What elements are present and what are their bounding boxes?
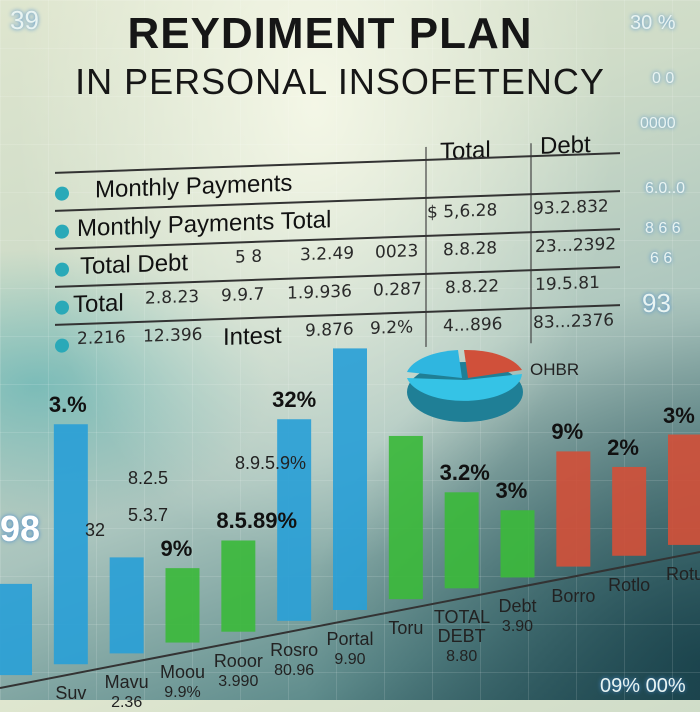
data-label: 9% bbox=[551, 419, 584, 445]
pie-chart bbox=[407, 349, 523, 422]
category-group: Suv bbox=[44, 684, 98, 703]
side-col-4: 8 6 6 bbox=[645, 220, 681, 237]
category-group: Rosro 80.96 bbox=[267, 639, 321, 680]
title-line2: IN PERSONAL INSOFETENCY bbox=[75, 61, 605, 102]
sub-label: 3.90 bbox=[501, 618, 534, 636]
bar-1 bbox=[53, 424, 88, 665]
bar-10 bbox=[556, 451, 591, 567]
annotation: 5.3.7 bbox=[128, 505, 169, 525]
bar-4 bbox=[221, 540, 256, 632]
pie-label: OHBR bbox=[530, 360, 580, 379]
annotation: 32 bbox=[85, 520, 106, 540]
side-col-1: 0 0 bbox=[652, 70, 675, 87]
category-label: TOTAL DEBT bbox=[433, 607, 491, 647]
category-group: Borro bbox=[546, 585, 600, 606]
side-col-3: 6.0..0 bbox=[645, 180, 686, 197]
category-label: Rooor bbox=[213, 650, 263, 671]
category-group: Toru bbox=[379, 619, 433, 638]
data-label: 2% bbox=[607, 434, 639, 460]
side-number-right: 93 bbox=[642, 288, 671, 318]
data-label: 32% bbox=[272, 387, 317, 413]
title-line1: REYDIMENT PLAN bbox=[127, 9, 533, 58]
category-group: Mavu 2.36 bbox=[100, 673, 154, 712]
side-col-2: 0000 bbox=[640, 115, 676, 132]
sub-label: 9.90 bbox=[334, 651, 366, 668]
bar-9 bbox=[500, 510, 535, 578]
bar-0 bbox=[0, 583, 32, 676]
pie-slice bbox=[464, 349, 522, 378]
category-group: Debt 3.90 bbox=[491, 597, 545, 636]
side-number-top-left: 39 bbox=[10, 5, 39, 35]
category-label: Debt bbox=[498, 596, 537, 617]
x-axis bbox=[0, 551, 700, 689]
bar-5 bbox=[277, 419, 312, 621]
annotation: 8.2.5 bbox=[128, 468, 169, 488]
category-label: Rotu bbox=[665, 563, 700, 584]
pie-slice bbox=[407, 374, 522, 401]
category-label: Rotlo bbox=[608, 574, 651, 595]
bar-6 bbox=[333, 348, 367, 610]
category-label: Moou bbox=[159, 661, 206, 682]
side-col-5: 6 6 bbox=[650, 250, 673, 267]
data-label: 3% bbox=[663, 402, 695, 428]
category-label: Rosro bbox=[270, 639, 319, 660]
category-group: Rotu bbox=[658, 563, 700, 584]
category-label: Portal bbox=[326, 629, 374, 649]
bar-11 bbox=[612, 466, 647, 556]
sub-label: 3.990 bbox=[218, 672, 259, 690]
side-number-bottom-right: 09% 00% bbox=[600, 675, 686, 697]
data-label: 3.% bbox=[48, 392, 87, 418]
category-label: Toru bbox=[388, 618, 424, 639]
sub-label: 8.80 bbox=[446, 648, 478, 666]
bar-8 bbox=[444, 492, 479, 589]
bar-2 bbox=[109, 557, 144, 654]
data-label: 3% bbox=[495, 478, 528, 504]
bar-7 bbox=[388, 435, 423, 600]
data-label: 8.5.89% bbox=[216, 508, 298, 534]
sub-label: 2.36 bbox=[111, 694, 143, 712]
pie-slice bbox=[407, 350, 462, 378]
side-number-left: 98 bbox=[0, 508, 41, 549]
category-group: Rooor 3.990 bbox=[211, 650, 265, 691]
category-label: Mavu bbox=[104, 672, 149, 693]
category-label: Borro bbox=[551, 585, 596, 606]
bar-3 bbox=[165, 568, 200, 643]
sub-label: 80.96 bbox=[274, 661, 315, 679]
side-number-top-right: 30 % bbox=[630, 12, 676, 34]
category-group: TOTAL DEBT 8.80 bbox=[433, 607, 491, 666]
bar-12 bbox=[668, 434, 700, 545]
data-label: 9% bbox=[160, 536, 193, 562]
sub-label: 9.9% bbox=[164, 683, 201, 701]
category-label: Suv bbox=[55, 683, 87, 704]
annotation: 8.9.5.9% bbox=[235, 453, 307, 473]
category-group: Rotlo bbox=[602, 574, 656, 595]
category-group: Portal 9.90 bbox=[323, 630, 377, 669]
data-label: 3.2% bbox=[439, 460, 490, 486]
category-group: Moou 9.9% bbox=[156, 661, 210, 702]
